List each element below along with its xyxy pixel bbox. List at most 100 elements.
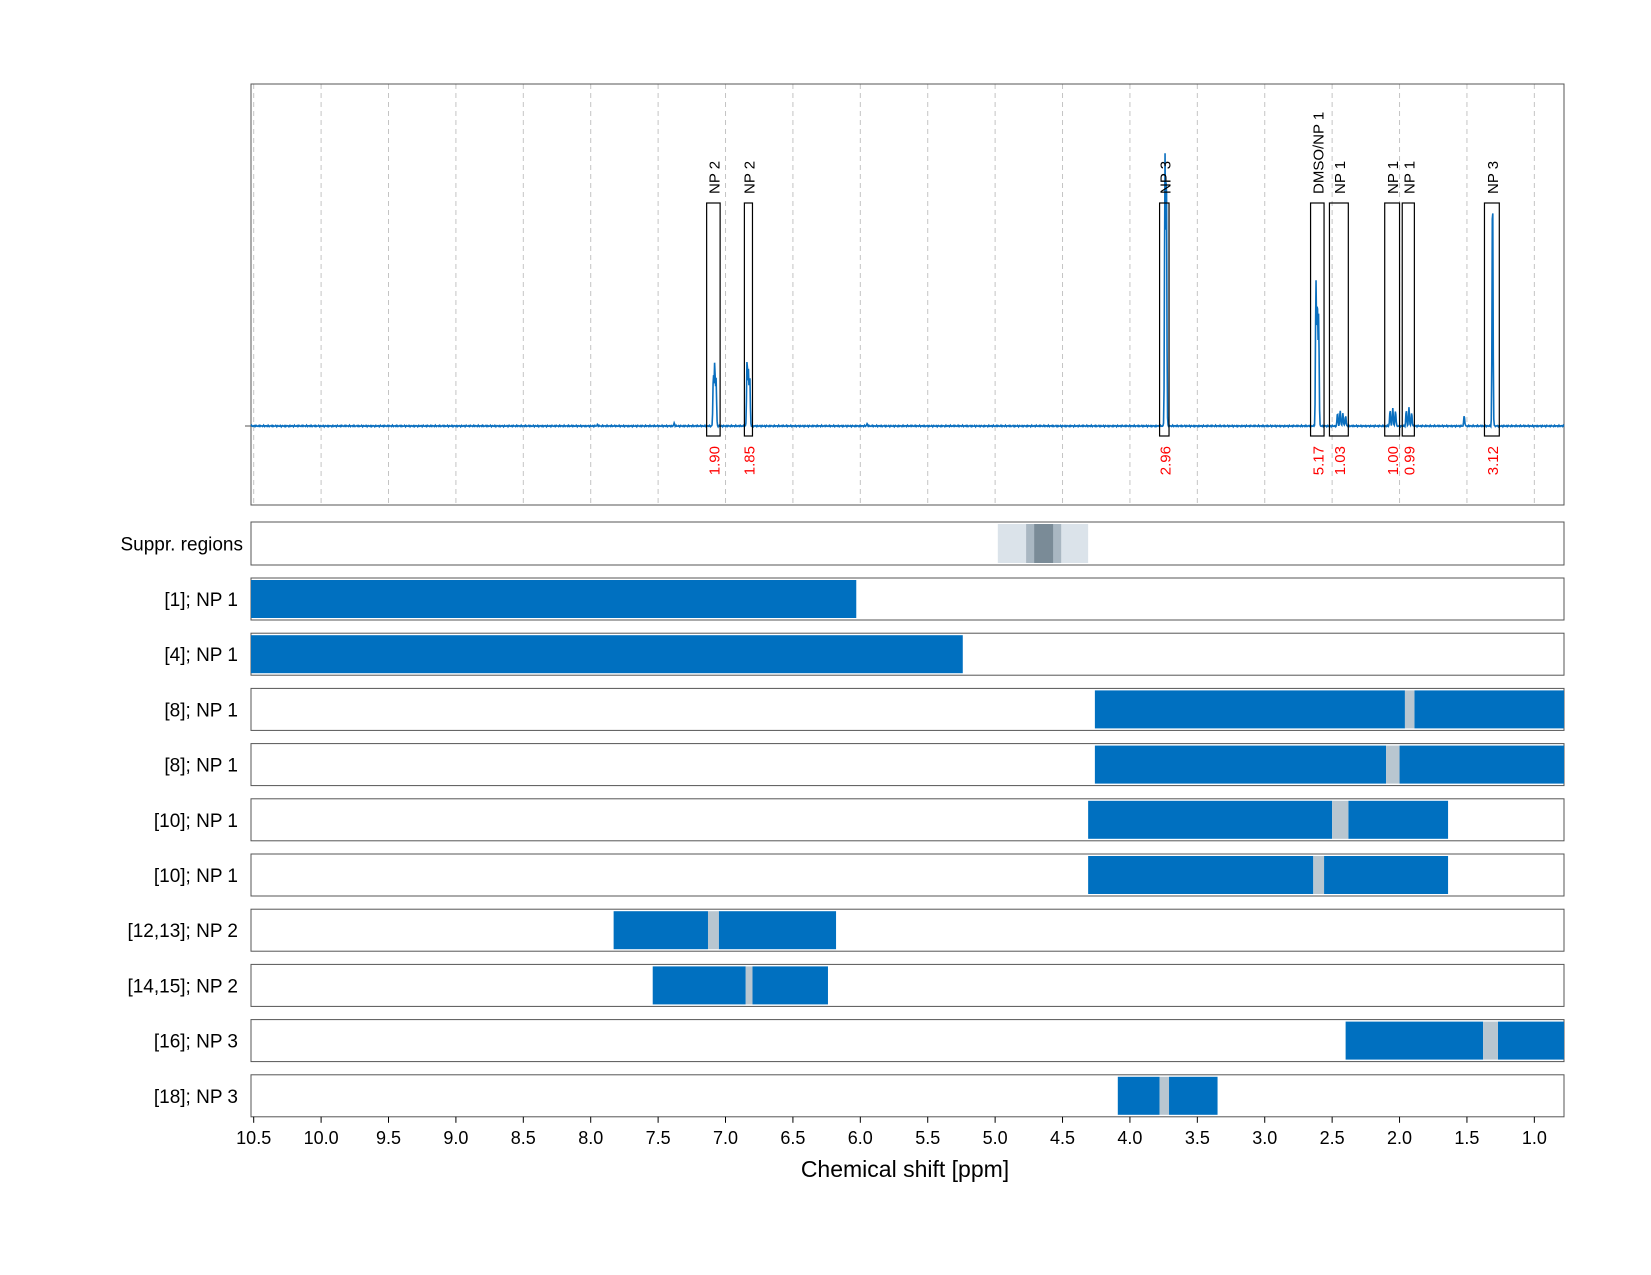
spectrum-panel: NP 2 1.90 NP 2 1.85 NP 3 2.96 DMSO/NP 1 5.17 NP … (245, 83, 1565, 506)
track-row: [8]; NP 1 (164, 687, 1565, 731)
track-bar (251, 635, 963, 674)
track-row: [10]; NP 1 (154, 853, 1565, 897)
track-row: [10]; NP 1 (154, 798, 1565, 842)
annotation-box (1309, 202, 1325, 437)
track-label: [12,13]; NP 2 (127, 921, 238, 942)
track-row: [12,13]; NP 2 (127, 908, 1565, 952)
annotation-integral: 5.17 (1310, 446, 1327, 475)
annotation-box (743, 202, 754, 437)
x-tick-label: 1.5 (1454, 1128, 1479, 1148)
track-bar (1094, 745, 1387, 784)
x-tick-label: 7.0 (713, 1128, 738, 1148)
annotation-box (706, 202, 721, 437)
x-tick-label: 3.5 (1185, 1128, 1210, 1148)
track-frame (250, 1074, 1565, 1118)
track-gap (1313, 856, 1325, 894)
track-label: [14,15]; NP 2 (127, 976, 238, 997)
x-tick-label: 3.0 (1252, 1128, 1277, 1148)
track-gap (1386, 745, 1400, 784)
track-bar (1094, 690, 1405, 729)
annotation-label: DMSO/NP 1 (1310, 112, 1327, 194)
track-gap (745, 966, 753, 1005)
track-label: [8]; NP 1 (164, 756, 238, 777)
track-frame (250, 963, 1565, 1007)
annotation-label: NP 1 (1332, 161, 1349, 194)
x-tick-label: 9.5 (376, 1128, 401, 1148)
x-tick-label: 8.0 (578, 1128, 603, 1148)
track-bar (1345, 1021, 1484, 1060)
x-axis-label: Chemical shift [ppm] (801, 1156, 1009, 1182)
track-bar (251, 580, 857, 618)
suppressed-regions-panel: Suppr. regions (120, 521, 1565, 566)
annotation-box (1328, 202, 1349, 437)
x-axis: 10.5 10.0 9.5 9.0 8.5 8.0 7.5 7.0 6.5 6.0 5.5 5.0 4.… (236, 1116, 1547, 1148)
track-label: [4]; NP 1 (164, 645, 238, 666)
track-row: [16]; NP 3 (154, 1019, 1565, 1063)
track-gap (1404, 690, 1415, 729)
x-tick-label: 1.0 (1522, 1128, 1547, 1148)
tracks-panel: [1]; NP 1 [4]; NP 1 [8]; NP 1 [8]; NP 1 [10]… (127, 577, 1565, 1118)
track-row: [1]; NP 1 (164, 577, 1565, 621)
annotation-integral: 3.12 (1485, 446, 1502, 475)
annotation-box (1384, 202, 1401, 437)
track-bar (752, 966, 828, 1005)
x-tick-label: 6.5 (780, 1128, 805, 1148)
track-label: [8]; NP 1 (164, 700, 238, 721)
x-tick-label: 4.0 (1117, 1128, 1142, 1148)
grid-lines (253, 84, 1535, 505)
annotation-box (1401, 202, 1415, 437)
x-tick-label: 10.0 (304, 1128, 339, 1148)
annotation-integral: 1.90 (706, 446, 723, 475)
track-label: [16]; NP 3 (154, 1032, 238, 1053)
x-tick-label: 10.5 (236, 1128, 271, 1148)
x-tick-label: 4.5 (1050, 1128, 1075, 1148)
annotation-label: NP 2 (706, 161, 723, 194)
spectrum-line (250, 153, 1565, 429)
track-label: [10]; NP 1 (154, 866, 238, 887)
track-bar (1497, 1021, 1564, 1060)
track-bar (718, 911, 837, 950)
track-label: [18]; NP 3 (154, 1087, 238, 1108)
annotation-box (1483, 202, 1500, 437)
track-bar (1399, 745, 1564, 784)
suppressed-regions-label: Suppr. regions (120, 535, 243, 556)
track-gap (1159, 1076, 1170, 1115)
track-bar (613, 911, 708, 950)
track-gap (707, 911, 719, 950)
track-bar (1324, 856, 1449, 894)
track-row: [4]; NP 1 (164, 632, 1565, 676)
track-bar (1088, 856, 1314, 894)
suppressed-regions-frame (250, 521, 1565, 566)
annotation-integral: 2.96 (1157, 446, 1174, 475)
track-bar (1348, 800, 1449, 839)
x-tick-label: 2.0 (1387, 1128, 1412, 1148)
track-frame (250, 908, 1565, 952)
annotation-label: NP 1 (1385, 161, 1402, 194)
x-tick-label: 5.5 (915, 1128, 940, 1148)
track-row: [14,15]; NP 2 (127, 963, 1565, 1007)
annotation-integral: 1.03 (1332, 446, 1349, 475)
track-label: [1]; NP 1 (164, 590, 238, 611)
annotation-integral: 1.00 (1385, 446, 1402, 475)
track-frame (250, 1019, 1565, 1063)
track-bar (1117, 1076, 1160, 1115)
track-row: [8]; NP 1 (164, 743, 1565, 787)
track-bar (1088, 800, 1333, 839)
track-bar (1169, 1076, 1218, 1115)
track-row: [18]; NP 3 (154, 1074, 1565, 1118)
annotation-label: NP 1 (1401, 161, 1418, 194)
x-tick-label: 2.5 (1320, 1128, 1345, 1148)
track-gap (1483, 1021, 1498, 1060)
track-label: [10]; NP 1 (154, 811, 238, 832)
track-gap (1332, 800, 1349, 839)
annotation-integral: 0.99 (1401, 446, 1418, 475)
annotation-integral: 1.85 (741, 446, 758, 475)
x-tick-label: 9.0 (443, 1128, 468, 1148)
annotation-box (1158, 202, 1170, 437)
x-tick-label: 5.0 (983, 1128, 1008, 1148)
annotation-label: NP 3 (1157, 161, 1174, 194)
x-tick-label: 8.5 (511, 1128, 536, 1148)
track-bar (652, 966, 746, 1005)
x-tick-label: 6.0 (848, 1128, 873, 1148)
